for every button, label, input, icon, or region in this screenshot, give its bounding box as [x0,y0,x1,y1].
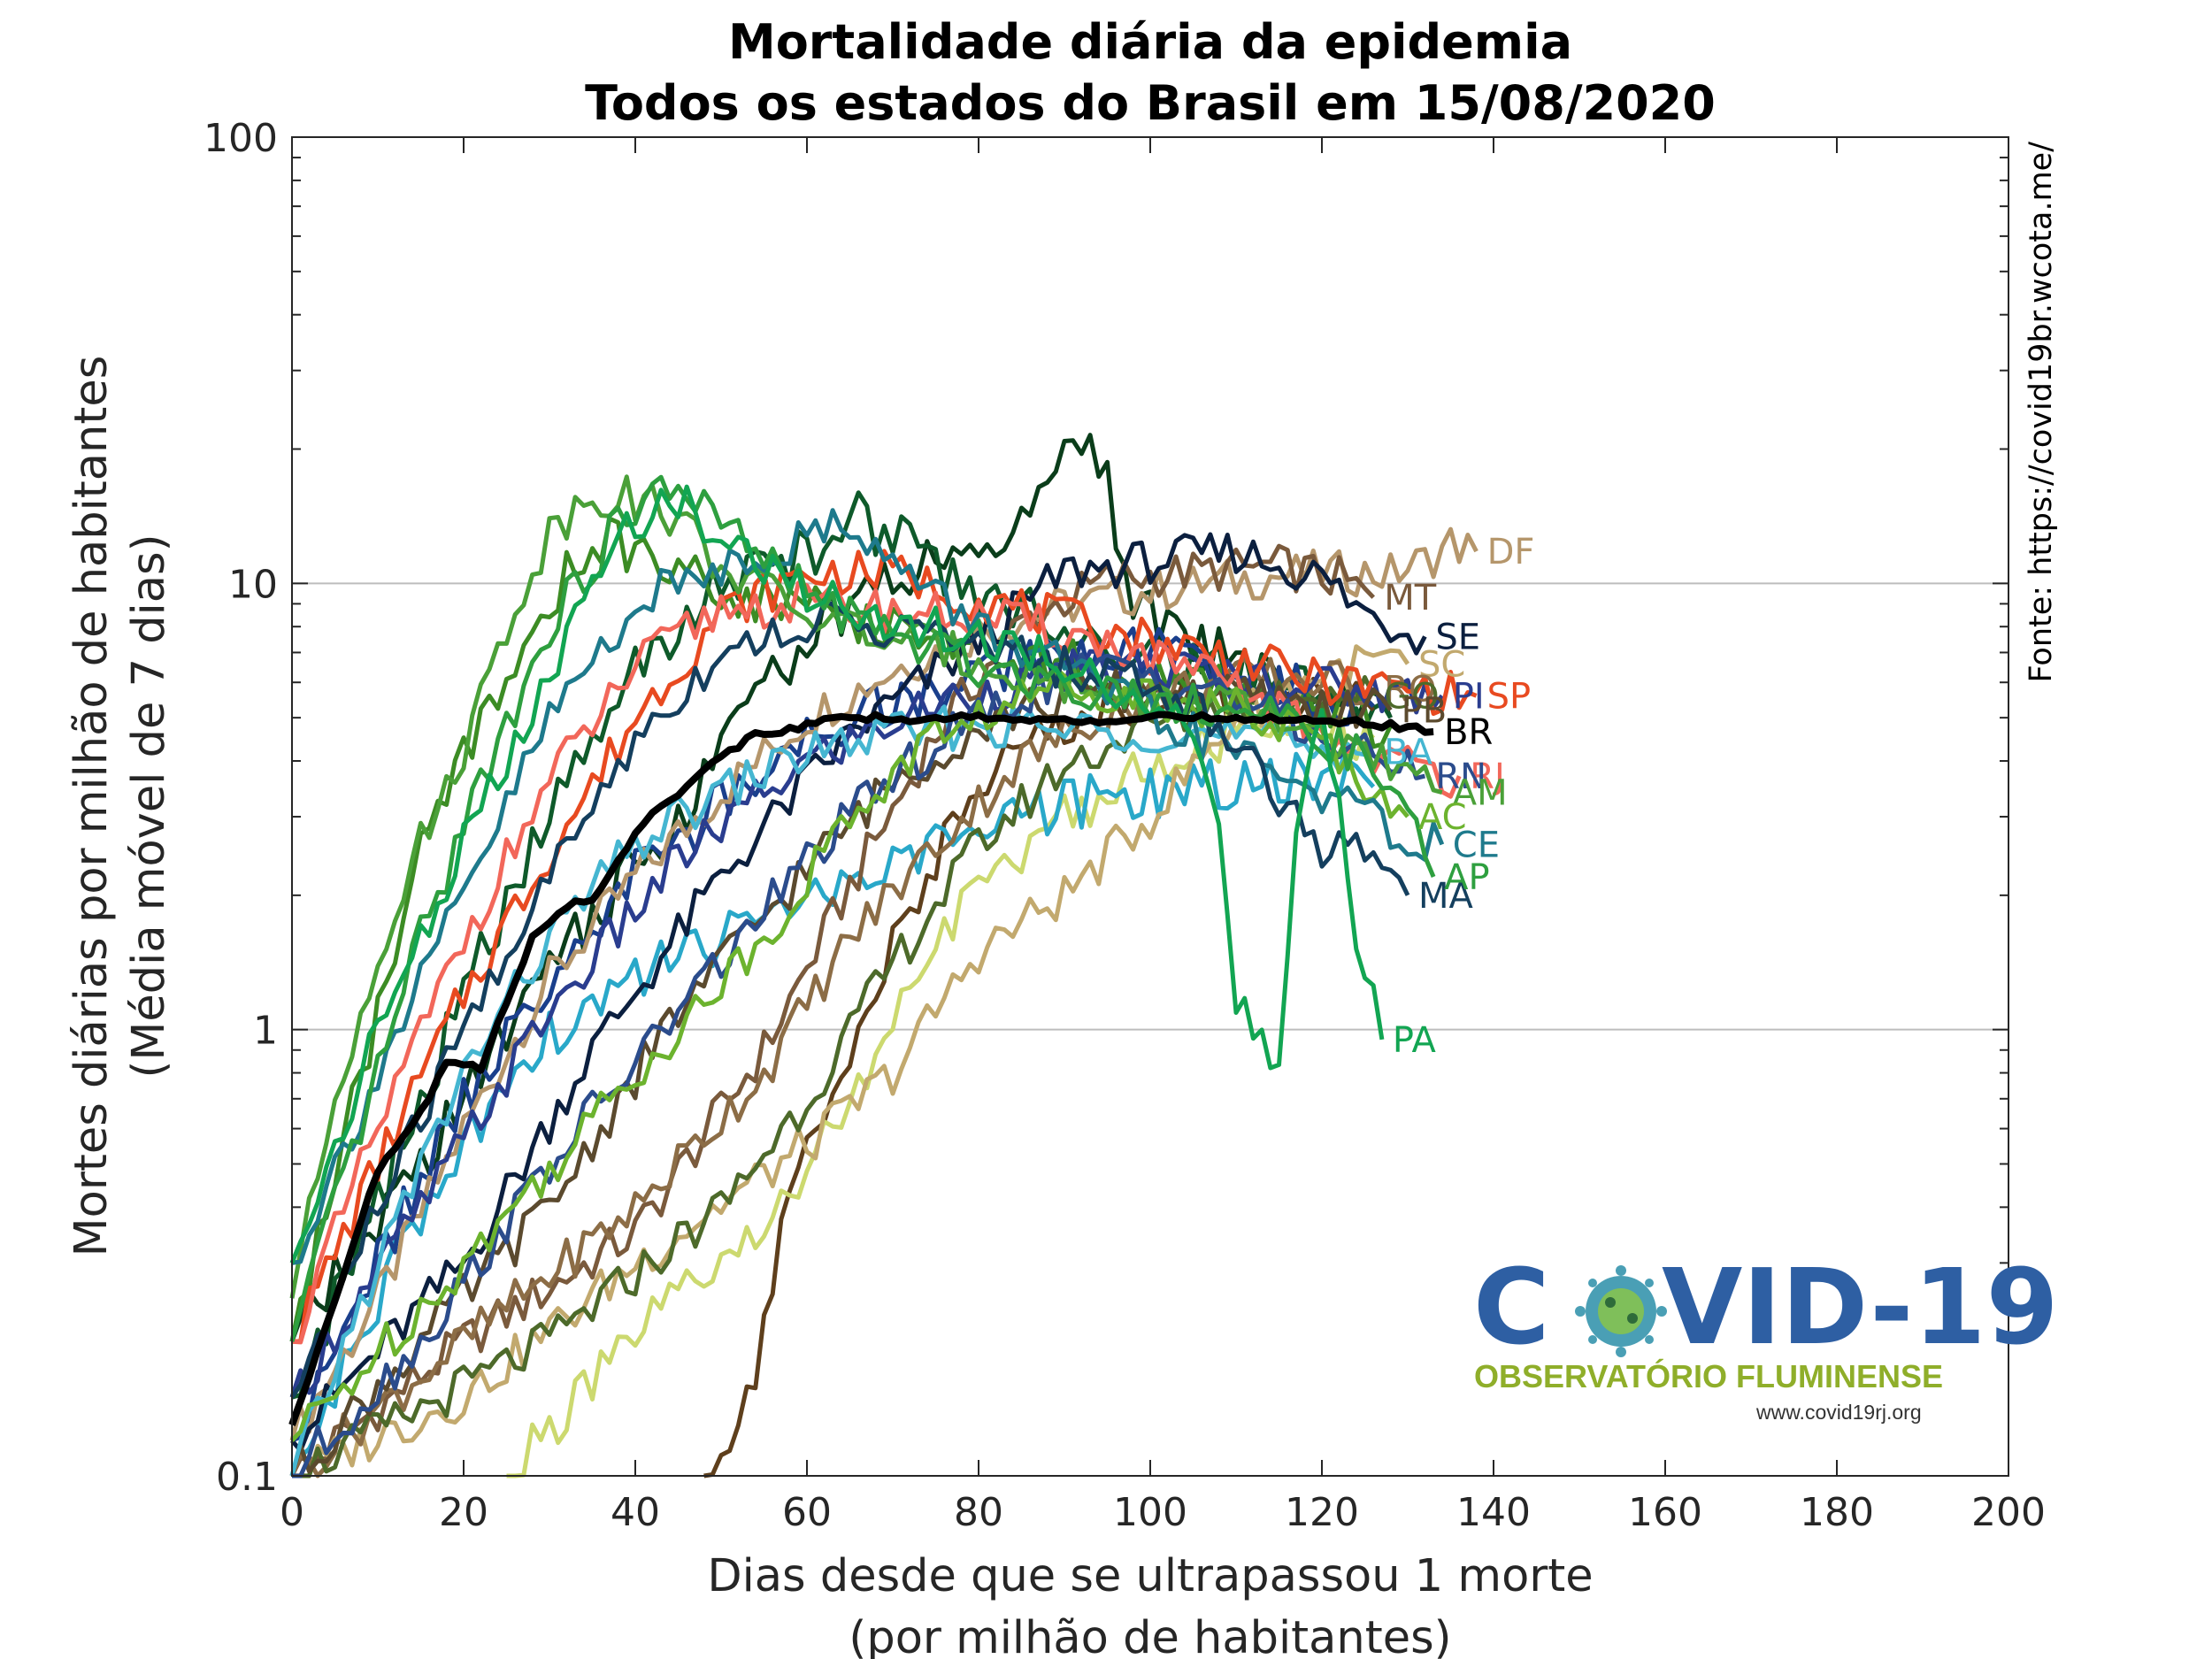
series-line-ce [291,508,1445,1265]
series-label-rj: RJ [1470,757,1505,797]
x-tick-label: 80 [954,1490,1003,1535]
series-label-ap: AP [1444,857,1489,898]
y-tick-label: 0.1 [216,1455,278,1500]
y-tick-label: 10 [228,562,278,607]
series-line-df [289,526,1479,1441]
series-lines [288,433,1479,1479]
series-label-pb: PB [1402,691,1448,732]
series-label-df: DF [1487,532,1535,572]
series-label-ba: BA [1384,732,1432,772]
chart-title: Mortalidade diária da epidemia [728,14,1572,70]
y-axis-label-line1: Mortes diárias por milhão de habitantes [65,356,118,1257]
x-tick-label: 100 [1113,1490,1187,1535]
x-tick-label: 20 [439,1490,488,1535]
x-tick-label: 160 [1628,1490,1702,1535]
series-label-pi: PI [1453,676,1485,717]
chart-subtitle: Todos os estados do Brasil em 15/08/2020 [585,75,1716,131]
series-label-ma: MA [1418,876,1474,917]
series-line-rj [291,580,1462,1345]
x-tick-label: 180 [1800,1490,1874,1535]
covid19-logo: C VID-19 OBSERVATÓRIO FLUMINENSE www.cov… [1473,1246,2059,1424]
svg-text:OBSERVATÓRIO FLUMINENSE: OBSERVATÓRIO FLUMINENSE [1474,1357,1943,1394]
y-tick-label: 1 [253,1009,278,1054]
source-label: Fonte: https://covid19br.wcota.me/ [2024,142,2059,683]
series-label-se: SE [1435,617,1480,657]
x-tick-label: 0 [280,1490,304,1535]
virus-icon [1575,1265,1667,1357]
series-label-am: AM [1453,773,1508,814]
series-line-rn [292,652,1425,1479]
x-tick-label: 200 [1971,1490,2046,1535]
series-label-sc: SC [1418,644,1465,685]
y-axis-ticks: 0.1 1 10 100 [204,116,2008,1500]
x-tick-label: 120 [1285,1490,1359,1535]
series-line-sc [291,644,1410,1479]
x-tick-label: 60 [782,1490,832,1535]
svg-text:VID-19: VID-19 [1662,1246,2059,1368]
series-line-pa [289,484,1385,1264]
y-axis-label-line2: (Média móvel de 7 dias) [123,534,175,1079]
series-label-ro: RO [1384,670,1436,710]
x-axis-label-line2: (por milhão de habitantes) [849,1612,1451,1659]
y-tick-label: 100 [204,116,278,161]
series-label-go: GO [1384,676,1439,717]
series-line-se [290,532,1427,1453]
series-label-br: BR [1444,712,1493,753]
series-label-ce: CE [1453,825,1500,865]
x-tick-label: 40 [611,1490,660,1535]
series-label-rn: RN [1435,757,1486,797]
series-line-ba [289,704,1375,1477]
x-tick-label: 140 [1456,1490,1531,1535]
x-axis-ticks: 0 20 40 60 80 100 120 140 160 180 200 [280,137,2046,1535]
series-line-mt [289,543,1376,1478]
series-label-pa: PA [1393,1020,1437,1061]
series-label-sp: SP [1487,676,1532,717]
series-label-mt: MT [1384,578,1437,618]
series-line-br [288,710,1434,1426]
series-line-ap [289,474,1436,1342]
svg-text:C: C [1473,1246,1550,1368]
svg-text:www.covid19rj.org: www.covid19rj.org [1755,1401,1922,1424]
x-axis-label-line1: Dias desde que se ultrapassou 1 morte [707,1550,1593,1602]
series-label-ac: AC [1418,797,1467,838]
